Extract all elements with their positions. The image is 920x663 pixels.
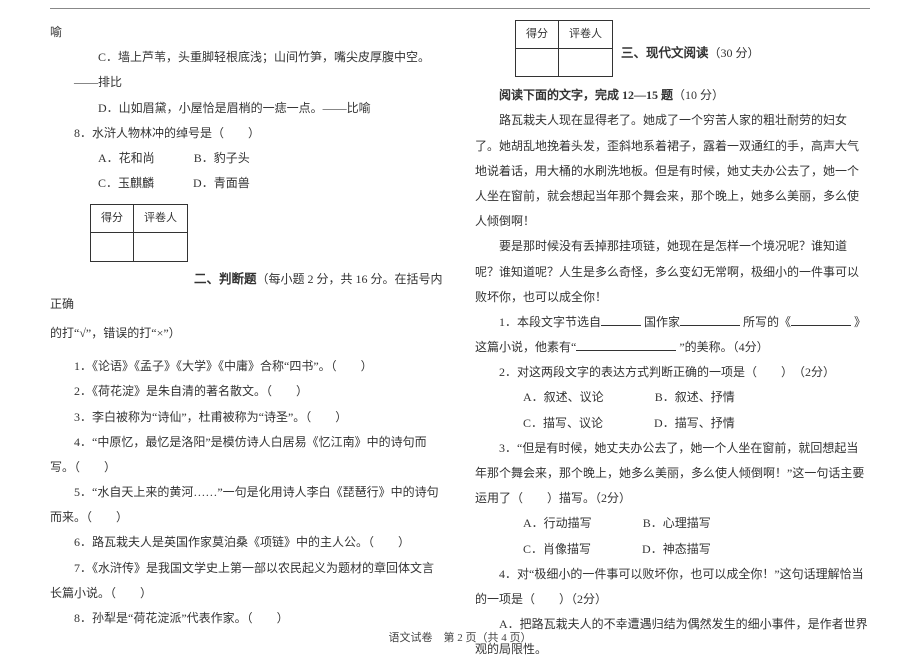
prompt-pts: （10 分） bbox=[673, 88, 724, 102]
j1: 1．《论语》《孟子》《大学》《中庸》合称“四书”。（ ） bbox=[50, 354, 445, 379]
q8-opt-d: D．青面兽 bbox=[193, 176, 250, 190]
q2-row1: A．叙述、议论 B．叙述、抒情 bbox=[475, 385, 870, 410]
grader-cell bbox=[134, 233, 188, 261]
j5: 5．“水自天上来的黄河……”一句是化用诗人李白《琵琶行》中的诗句而来。（ ） bbox=[50, 480, 445, 530]
q3-opt-d: D．神态描写 bbox=[642, 542, 711, 556]
j4: 4．“中原忆，最忆是洛阳”是模仿诗人白居易《忆江南》中的诗句而写。（ ） bbox=[50, 430, 445, 480]
q3-row2: C．肖像描写 D．神态描写 bbox=[475, 537, 870, 562]
j3: 3．李白被称为“诗仙”，杜甫被称为“诗圣”。（ ） bbox=[50, 405, 445, 430]
page-columns: 喻 C．墙上芦苇，头重脚轻根底浅；山间竹笋，嘴尖皮厚腹中空。 ——排比 D．山如… bbox=[50, 20, 870, 600]
q8-row2: C．玉麒麟 D．青面兽 bbox=[50, 171, 445, 196]
sec3-title: 三、现代文阅读 bbox=[621, 46, 709, 60]
q2-opt-b: B．叙述、抒情 bbox=[655, 390, 735, 404]
score-table-sec3: 得分 评卷人 bbox=[515, 20, 613, 77]
blank bbox=[680, 314, 740, 326]
page-footer: 语文试卷 第 2 页（共 4 页） bbox=[0, 629, 920, 645]
q3-row1: A．行动描写 B．心理描写 bbox=[475, 511, 870, 536]
q3-opt-b: B．心理描写 bbox=[643, 516, 711, 530]
top-rule bbox=[50, 8, 870, 9]
q8-opt-a: A．花和尚 bbox=[98, 151, 155, 165]
sec3-pts: （30 分） bbox=[709, 46, 760, 60]
grader-cell bbox=[559, 49, 613, 77]
j6: 6．路瓦栽夫人是英国作家莫泊桑《项链》中的主人公。（ ） bbox=[50, 530, 445, 555]
text-yu: 喻 bbox=[50, 20, 445, 45]
right-column: 得分 评卷人 三、现代文阅读（30 分） 阅读下面的文字，完成 12—15 题（… bbox=[475, 20, 870, 600]
sec2-heading-line: 二、判断题（每小题 2 分，共 16 分。在括号内正确 bbox=[50, 266, 445, 317]
j2: 2．《荷花淀》是朱自清的著名散文。（ ） bbox=[50, 379, 445, 404]
q1-c: 所写的《 bbox=[743, 315, 791, 329]
q2-row2: C．描写、议论 D．描写、抒情 bbox=[475, 411, 870, 436]
reading-prompt: 阅读下面的文字，完成 12—15 题（10 分） bbox=[475, 83, 870, 108]
blank bbox=[601, 314, 641, 326]
score-cell bbox=[516, 49, 559, 77]
grader-label: 评卷人 bbox=[559, 21, 613, 49]
q8-row1: A．花和尚 B．豹子头 bbox=[50, 146, 445, 171]
q1-line: 1．本段文字节选自 国作家 所写的《 》这篇小说，他素有“ ”的美称。（4分） bbox=[475, 310, 870, 360]
q2-stem: 2．对这两段文字的表达方式判断正确的一项是（ ） （2分） bbox=[475, 360, 870, 385]
q8-opt-c: C．玉麒麟 bbox=[98, 176, 154, 190]
grader-label: 评卷人 bbox=[134, 205, 188, 233]
score-label: 得分 bbox=[91, 205, 134, 233]
j7: 7．《水浒传》是我国文学史上第一部以农民起义为题材的章回体文言长篇小说。（ ） bbox=[50, 556, 445, 606]
left-column: 喻 C．墙上芦苇，头重脚轻根底浅；山间竹笋，嘴尖皮厚腹中空。 ——排比 D．山如… bbox=[50, 20, 445, 600]
blank bbox=[791, 314, 851, 326]
q1-b: 国作家 bbox=[644, 315, 680, 329]
q8-opt-b: B．豹子头 bbox=[194, 151, 250, 165]
q2-opt-c: C．描写、议论 bbox=[523, 416, 603, 430]
q-opt-c: C．墙上芦苇，头重脚轻根底浅；山间竹笋，嘴尖皮厚腹中空。 bbox=[50, 45, 445, 70]
score-cell bbox=[91, 233, 134, 261]
q1-e: ”的美称。（4分） bbox=[679, 340, 768, 354]
sec2-title: 二、判断题 bbox=[194, 272, 257, 286]
sec2-tail: 的打“√”，错误的打“×”） bbox=[50, 321, 445, 346]
q3-stem: 3．“但是有时候，她丈夫办公去了，她一个人坐在窗前，就回想起当年那个舞会来，那个… bbox=[475, 436, 870, 512]
q3-opt-c: C．肖像描写 bbox=[523, 542, 591, 556]
j8: 8．孙犁是“荷花淀派”代表作家。（ ） bbox=[50, 606, 445, 631]
prompt-text: 阅读下面的文字，完成 12—15 题 bbox=[499, 88, 673, 102]
blank bbox=[576, 339, 676, 351]
q2-opt-a: A．叙述、议论 bbox=[523, 390, 604, 404]
spacer bbox=[50, 346, 445, 354]
q8-stem: 8．水浒人物林冲的绰号是（ ） bbox=[50, 121, 445, 146]
score-label: 得分 bbox=[516, 21, 559, 49]
passage-p1: 路瓦栽夫人现在显得老了。她成了一个穷苦人家的粗壮耐劳的妇女了。她胡乱地挽着头发，… bbox=[475, 108, 870, 234]
q4-stem: 4．对“极细小的一件事可以败坏你，也可以成全你！”这句话理解恰当的一项是（ ）（… bbox=[475, 562, 870, 612]
passage-p2: 要是那时候没有丢掉那挂项链，她现在是怎样一个境况呢？谁知道呢？谁知道呢？人生是多… bbox=[475, 234, 870, 310]
q3-opt-a: A．行动描写 bbox=[523, 516, 592, 530]
score-table-sec2: 得分 评卷人 bbox=[90, 204, 188, 261]
q-opt-d: D．山如眉黛，小屋恰是眉梢的一痣一点。——比喻 bbox=[50, 96, 445, 121]
sec3-header-row: 得分 评卷人 三、现代文阅读（30 分） bbox=[475, 20, 870, 77]
q1-a: 1．本段文字节选自 bbox=[499, 315, 601, 329]
q2-opt-d: D．描写、抒情 bbox=[654, 416, 735, 430]
text-paibi: ——排比 bbox=[50, 70, 445, 95]
